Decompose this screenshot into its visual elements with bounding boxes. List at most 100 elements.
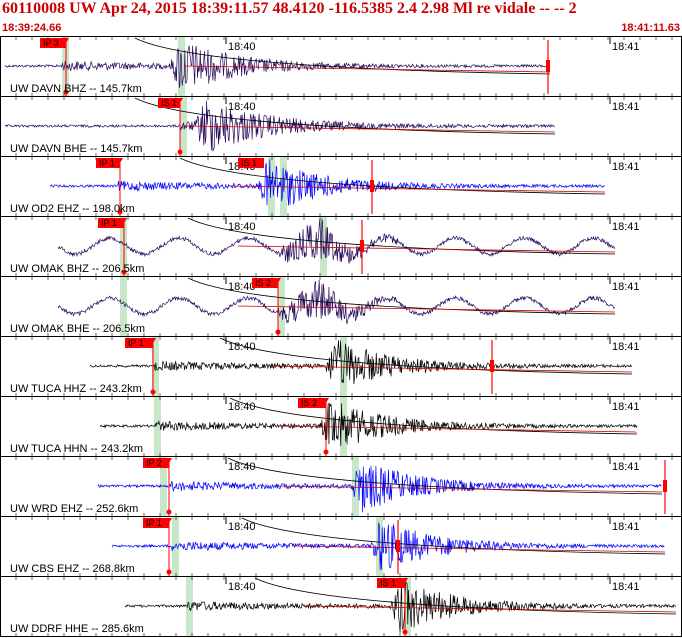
pick-label: IP 1 [146, 518, 162, 528]
minute-label: 18:41 [612, 461, 640, 473]
station-label: UW DDRF HHE -- 285.6km [10, 623, 144, 635]
coda-line [184, 65, 551, 73]
pick-label: IS 2 [301, 398, 317, 408]
pick-flag [143, 458, 169, 468]
pick-flag [158, 98, 180, 108]
seismogram-svg[interactable]: 18:40 18:41 IP 3 UW DAVN BHZ -- 145.7km 18:4… [0, 36, 682, 638]
coda-line [279, 425, 638, 433]
station-label: UW TUCA HHZ -- 243.2km [10, 383, 142, 395]
station-label: UW WRD EHZ -- 252.6km [10, 503, 138, 515]
station-label: UW DAVN BHZ -- 145.7km [10, 83, 142, 95]
waveform-trace [4, 100, 555, 152]
header: 60110008 UW Apr 24, 2015 18:39:11.57 48.… [0, 0, 682, 36]
arrival-triangle [177, 98, 183, 103]
waveform-trace [57, 218, 615, 264]
waveform-trace [57, 279, 615, 325]
coda-line [277, 485, 663, 493]
waveform-trace [49, 159, 605, 206]
pick-label-secondary: IS 1 [241, 158, 257, 168]
coda-line [229, 185, 606, 193]
travel-time-curve [134, 97, 556, 135]
arrival-triangle [150, 338, 156, 343]
window-band [340, 337, 347, 396]
pick-flag-secondary [238, 158, 264, 168]
pick-label: IP 1 [101, 218, 117, 228]
travel-time-curve [227, 457, 663, 495]
window-band [154, 397, 161, 456]
pick-flag [40, 38, 66, 48]
waveform-trace [97, 465, 662, 513]
pick-flag [96, 158, 120, 168]
station-label: UW OD2 EHZ -- 198.0km [10, 203, 135, 215]
arrival-dot [150, 389, 156, 395]
pick-label: IP 1 [99, 158, 115, 168]
window-band [180, 97, 187, 156]
coda-line [269, 365, 633, 373]
arrival-triangle [166, 458, 172, 463]
pick-label: IP 3 [43, 38, 59, 48]
pick-flag [125, 338, 153, 348]
minute-label: 18:41 [612, 41, 640, 53]
minute-label: 18:40 [228, 461, 256, 473]
minute-label: 18:41 [612, 101, 640, 113]
arrival-triangle [323, 398, 329, 403]
minute-label: 18:41 [612, 521, 640, 533]
arrival-dot [166, 509, 172, 515]
waveform-trace [111, 522, 665, 570]
station-label: UW DAVN BHE -- 145.7km [10, 143, 142, 155]
pick-flag [298, 398, 326, 408]
minute-label: 18:41 [612, 221, 640, 233]
minute-label: 18:41 [612, 161, 640, 173]
coda-line [291, 545, 666, 553]
arrival-triangle [117, 158, 123, 163]
pick-label: IP 2 [146, 458, 162, 468]
travel-time-curve [179, 157, 606, 195]
pick-flag [252, 278, 278, 288]
coda-line [184, 125, 556, 133]
arrival-dot [402, 629, 408, 635]
minute-label: 18:40 [228, 521, 256, 533]
coda-line [304, 605, 677, 613]
arrival-triangle [166, 518, 172, 523]
travel-time-curve [229, 397, 638, 435]
arrival-dot [121, 269, 127, 275]
coda-end-box [370, 180, 374, 192]
minute-label: 18:41 [612, 341, 640, 353]
minute-label: 18:41 [612, 401, 640, 413]
minute-label: 18:40 [228, 221, 256, 233]
end-time: 18:41:11.63 [621, 22, 680, 34]
minute-label: 18:41 [612, 281, 640, 293]
travel-time-curve [187, 277, 616, 315]
station-label: UW OMAK BHE -- 206.5km [10, 323, 145, 335]
window-band [320, 217, 327, 276]
pick-flag [143, 518, 169, 528]
station-label: UW CBS EHZ -- 268.8km [10, 563, 135, 575]
arrival-triangle [275, 278, 281, 283]
pick-label: IP 1 [128, 338, 144, 348]
start-time: 18:39:24.66 [2, 22, 62, 34]
coda-end-box [663, 480, 667, 492]
minute-label: 18:41 [612, 581, 640, 593]
arrival-triangle [121, 218, 127, 223]
minute-label: 18:40 [228, 581, 256, 593]
arrival-triangle [402, 578, 408, 583]
arrival-dot [323, 449, 329, 455]
station-label: UW OMAK BHZ -- 206.5km [10, 263, 144, 275]
travel-time-curve [219, 337, 633, 375]
coda-end-box [396, 540, 400, 552]
travel-time-curve [254, 577, 677, 615]
travel-time-curve [241, 517, 666, 555]
arrival-dot [63, 89, 69, 95]
pick-label: IS 2 [255, 278, 271, 288]
arrival-dot [117, 209, 123, 215]
arrival-dot [166, 569, 172, 575]
minute-label: 18:40 [228, 41, 256, 53]
arrival-dot [275, 329, 281, 335]
seismogram-panels[interactable]: 18:40 18:41 IP 3 UW DAVN BHZ -- 145.7km 18:4… [0, 36, 682, 638]
station-label: UW TUCA HHN -- 243.2km [10, 443, 143, 455]
arrival-triangle [63, 38, 69, 43]
travel-time-curve [187, 217, 616, 255]
pick-flag [98, 218, 124, 228]
minute-label: 18:40 [228, 401, 256, 413]
waveform-trace [124, 580, 677, 633]
